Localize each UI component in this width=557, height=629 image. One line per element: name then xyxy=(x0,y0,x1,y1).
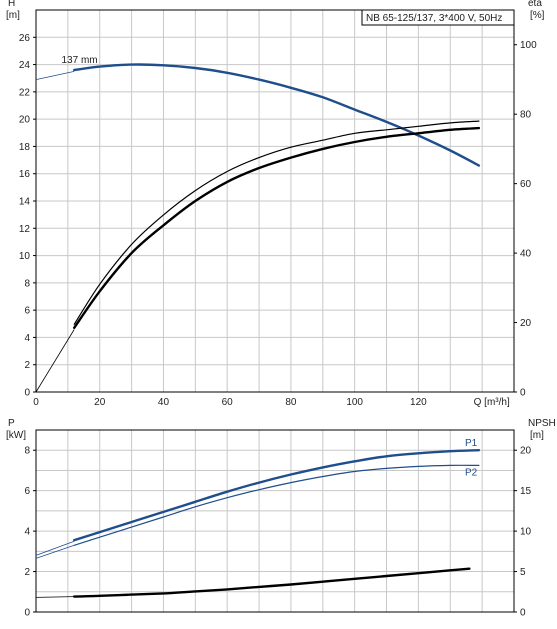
series-label: P2 xyxy=(465,467,478,478)
right-axis-unit: [%] xyxy=(530,10,545,21)
left-tick-label: 2 xyxy=(24,360,30,371)
right-tick-label: 100 xyxy=(520,40,537,51)
series-extension xyxy=(35,71,75,80)
left-tick-label: 22 xyxy=(19,87,31,98)
right-axis-title: NPSH xyxy=(528,418,556,429)
chart-title: NB 65-125/137, 3*400 V, 50Hz xyxy=(366,13,502,24)
plot-frame xyxy=(35,429,515,613)
series-label: 137 mm xyxy=(61,55,97,66)
series-extension xyxy=(35,596,75,598)
right-tick-label: 10 xyxy=(520,527,532,538)
left-tick-label: 14 xyxy=(19,197,31,208)
right-tick-label: 0 xyxy=(520,608,526,619)
left-axis-unit: [kW] xyxy=(6,430,26,441)
series-line xyxy=(73,120,480,325)
x-tick-label: 80 xyxy=(285,397,297,408)
left-tick-label: 2 xyxy=(24,567,30,578)
left-tick-label: 6 xyxy=(24,486,30,497)
right-axis-title: eta xyxy=(528,0,542,9)
left-tick-label: 6 xyxy=(24,306,30,317)
right-tick-label: 5 xyxy=(520,567,526,578)
series-extension xyxy=(35,329,75,393)
left-tick-label: 0 xyxy=(24,388,30,399)
x-tick-label: 0 xyxy=(33,397,39,408)
x-tick-label: 60 xyxy=(222,397,234,408)
x-tick-label: 40 xyxy=(158,397,170,408)
x-tick-label: 120 xyxy=(410,397,427,408)
right-tick-label: 80 xyxy=(520,110,532,121)
x-tick-label: 100 xyxy=(346,397,363,408)
series-extension xyxy=(35,540,75,556)
left-tick-label: 4 xyxy=(24,333,30,344)
left-tick-label: 8 xyxy=(24,278,30,289)
left-tick-label: 12 xyxy=(19,224,31,235)
right-tick-label: 0 xyxy=(520,388,526,399)
series-line xyxy=(73,449,481,542)
left-tick-label: 24 xyxy=(19,60,31,71)
left-tick-label: 20 xyxy=(19,115,31,126)
left-tick-label: 8 xyxy=(24,446,30,457)
series-line xyxy=(73,464,480,546)
right-tick-label: 20 xyxy=(520,318,532,329)
left-tick-label: 0 xyxy=(24,608,30,619)
right-tick-label: 20 xyxy=(520,446,532,457)
x-tick-label: 20 xyxy=(94,397,106,408)
right-tick-label: 15 xyxy=(520,486,532,497)
series-line xyxy=(73,567,471,598)
left-axis-unit: [m] xyxy=(6,10,20,21)
left-tick-label: 10 xyxy=(19,251,31,262)
left-axis-title: H xyxy=(8,0,15,9)
left-axis-title: P xyxy=(8,418,15,429)
x-axis-label: Q [m³/h] xyxy=(474,397,510,408)
right-axis-unit: [m] xyxy=(530,430,544,441)
series-label: P1 xyxy=(465,438,478,449)
title-box xyxy=(361,9,515,26)
left-tick-label: 4 xyxy=(24,527,30,538)
series-extension xyxy=(35,544,75,559)
left-tick-label: 26 xyxy=(19,33,31,44)
left-tick-label: 18 xyxy=(19,142,31,153)
right-tick-label: 40 xyxy=(520,249,532,260)
series-line xyxy=(73,126,481,329)
left-tick-label: 16 xyxy=(19,169,31,180)
right-tick-label: 60 xyxy=(520,179,532,190)
